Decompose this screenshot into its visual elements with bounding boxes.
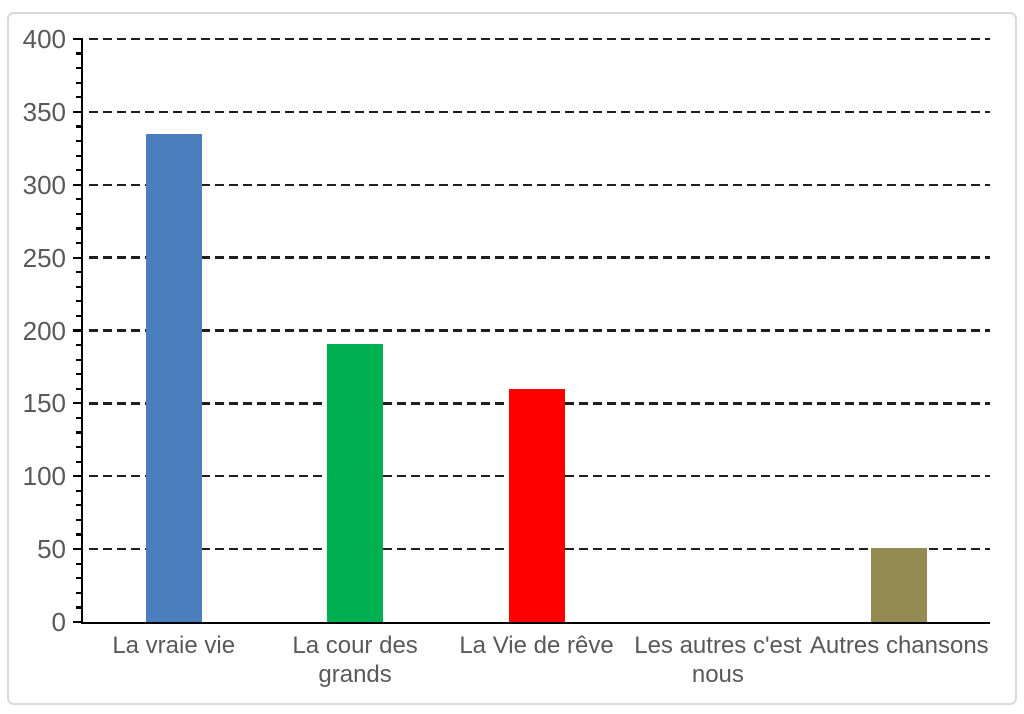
y-minor-tick [76, 489, 81, 492]
y-tick-label: 300 [22, 169, 66, 200]
bar-1[interactable] [145, 133, 202, 622]
y-major-tick [72, 110, 81, 113]
gridline-200 [89, 329, 990, 332]
y-major-tick [72, 402, 81, 405]
y-minor-tick [76, 241, 81, 245]
y-tick-label: 200 [22, 315, 66, 346]
y-tick-label: 100 [22, 461, 66, 492]
y-minor-tick [76, 606, 81, 609]
y-minor-tick [76, 533, 81, 536]
y-minor-tick [76, 577, 81, 580]
y-minor-tick [76, 358, 81, 361]
y-minor-tick [76, 431, 81, 434]
y-minor-tick [76, 169, 81, 172]
y-major-tick [72, 620, 81, 624]
y-minor-tick [76, 52, 81, 55]
gridline-400 [89, 37, 990, 41]
y-minor-tick [76, 96, 81, 99]
y-axis-line [80, 38, 83, 625]
y-minor-tick [76, 125, 81, 128]
y-minor-tick [76, 271, 81, 274]
y-major-tick [72, 329, 81, 332]
gridline-300 [89, 183, 990, 186]
x-axis-line [80, 621, 990, 624]
y-major-tick [72, 256, 81, 259]
y-minor-tick [76, 154, 81, 157]
y-minor-tick [76, 212, 81, 215]
category-label: La Vie de rêve [459, 632, 614, 659]
y-tick-label: 0 [51, 607, 66, 637]
gridline-350 [89, 110, 990, 114]
y-tick-label: 400 [22, 24, 66, 54]
y-minor-tick [76, 518, 81, 522]
y-minor-tick [76, 314, 81, 317]
category-label: Les autres c'est nous [634, 632, 802, 688]
y-minor-tick [76, 198, 81, 201]
category-label: La cour des grands [292, 632, 418, 688]
y-tick-label: 350 [22, 96, 66, 127]
y-tick-label: 250 [22, 242, 66, 273]
y-tick-label: 50 [37, 534, 66, 565]
gridline-250 [89, 256, 990, 259]
y-minor-tick [76, 139, 81, 143]
y-major-tick [72, 37, 81, 41]
y-minor-tick [76, 227, 81, 230]
y-major-tick [72, 475, 81, 478]
y-tick-label: 150 [22, 388, 66, 419]
bar-3[interactable] [508, 388, 565, 622]
category-label: La vraie vie [112, 632, 236, 659]
bar-2[interactable] [327, 343, 384, 622]
bar-5[interactable] [871, 547, 928, 622]
y-minor-tick [76, 285, 81, 288]
y-minor-tick [76, 387, 81, 390]
y-minor-tick [76, 504, 81, 507]
y-minor-tick [76, 67, 81, 70]
y-minor-tick [76, 81, 81, 84]
y-minor-tick [76, 300, 81, 303]
y-minor-tick [76, 416, 81, 420]
y-minor-tick [76, 343, 81, 347]
y-minor-tick [76, 562, 81, 565]
y-minor-tick [76, 446, 81, 449]
y-minor-tick [76, 591, 81, 594]
y-major-tick [72, 183, 81, 186]
y-major-tick [72, 548, 81, 551]
category-label: Autres chansons [809, 632, 989, 659]
y-minor-tick [76, 373, 81, 376]
y-minor-tick [76, 460, 81, 463]
